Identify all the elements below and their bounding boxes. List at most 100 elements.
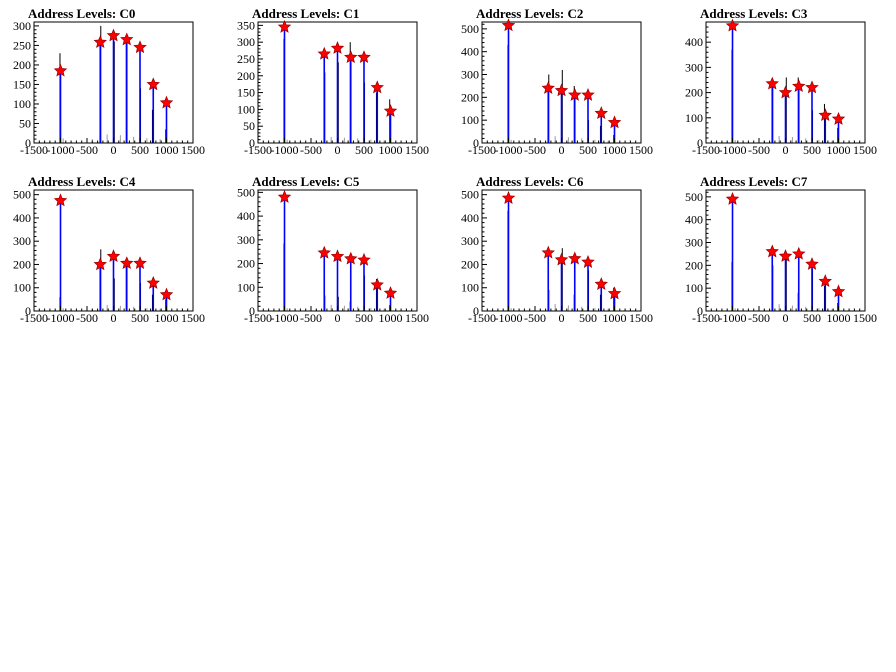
peak-marker	[778, 85, 793, 99]
peak-marker	[541, 245, 555, 259]
y-tick-label: 400	[237, 209, 255, 223]
y-tick-label: 300	[13, 234, 31, 248]
x-tick-label: -1500	[20, 143, 48, 157]
x-tick-label: -1000	[719, 143, 747, 157]
peak-marker	[805, 80, 819, 94]
y-tick-label: 150	[13, 77, 31, 91]
y-tick-label: 500	[461, 22, 479, 36]
x-tick-label: -500	[300, 311, 322, 325]
y-tick-label: 400	[13, 211, 31, 225]
chart-title: Address Levels: C3	[700, 6, 808, 21]
y-tick-label: 300	[685, 236, 703, 250]
y-tick-label: 200	[237, 69, 255, 83]
x-tick-label: 500	[803, 311, 821, 325]
x-tick-label: 500	[803, 143, 821, 157]
peak-marker	[317, 46, 331, 60]
x-tick-label: 1000	[155, 143, 179, 157]
x-tick-label: 1000	[379, 143, 403, 157]
y-tick-label: 300	[461, 234, 479, 248]
peak-marker	[357, 50, 371, 64]
x-tick-label: 500	[131, 143, 149, 157]
x-tick-label: -500	[76, 143, 98, 157]
x-tick-label: 1500	[853, 311, 877, 325]
peak-marker	[501, 190, 516, 204]
x-tick-label: -1500	[244, 311, 272, 325]
peak-marker	[818, 274, 832, 288]
chart-title: Address Levels: C1	[252, 6, 359, 21]
chart-title: Address Levels: C6	[476, 174, 584, 189]
x-tick-label: -1000	[271, 143, 299, 157]
x-tick-label: 500	[131, 311, 149, 325]
x-tick-label: 0	[783, 143, 789, 157]
peak-marker	[725, 191, 740, 205]
x-tick-label: 1500	[181, 311, 205, 325]
y-tick-label: 100	[13, 97, 31, 111]
chart-panel: Address Levels: C3 -1500-1000 -500 0 500 1000…	[685, 6, 877, 157]
x-tick-label: 500	[355, 311, 373, 325]
y-tick-label: 400	[461, 211, 479, 225]
peak-marker	[120, 256, 134, 270]
x-tick-label: 1500	[853, 143, 877, 157]
x-tick-label: -500	[300, 143, 322, 157]
chart-panel: Address Levels: C2-1500-1000 -500 0 500 1000…	[461, 6, 653, 157]
y-tick-label: 200	[685, 86, 703, 100]
y-tick-label: 300	[461, 68, 479, 82]
peak-marker	[370, 277, 384, 291]
y-tick-label: 300	[685, 60, 703, 74]
x-tick-label: 1000	[603, 143, 627, 157]
peak-marker	[357, 252, 371, 266]
x-tick-label: -1500	[692, 143, 720, 157]
x-tick-label: 1000	[603, 311, 627, 325]
peak-marker	[581, 254, 595, 268]
peak-marker	[133, 256, 147, 270]
y-tick-label: 0	[249, 136, 255, 150]
peak-marker	[805, 257, 819, 270]
peak-marker	[554, 83, 569, 97]
peak-marker	[146, 77, 160, 91]
y-tick-label: 400	[461, 45, 479, 59]
x-tick-label: -500	[748, 143, 770, 157]
x-tick-label: -1000	[495, 143, 523, 157]
peak-marker	[133, 40, 147, 54]
x-tick-label: -1500	[468, 143, 496, 157]
peak-marker	[831, 284, 846, 298]
y-tick-label: 400	[685, 213, 703, 227]
x-tick-label: 1500	[181, 143, 205, 157]
x-tick-label: 1000	[827, 143, 851, 157]
y-tick-label: 0	[473, 304, 479, 318]
peak-marker	[277, 189, 292, 203]
x-tick-label: 0	[783, 311, 789, 325]
x-tick-label: 0	[559, 311, 565, 325]
y-tick-label: 0	[25, 136, 31, 150]
x-tick-label: 500	[579, 311, 597, 325]
y-tick-label: 100	[685, 111, 703, 125]
chart-panel: Address Levels: C4-1500-1000 -500 0 500 1000…	[13, 174, 205, 325]
peak-marker	[330, 41, 345, 54]
chart-panel: Address Levels: C5-1500-1000 -500 0 500 1000…	[237, 174, 429, 325]
y-tick-label: 200	[461, 257, 479, 271]
peak-marker	[383, 103, 398, 117]
x-tick-label: 0	[111, 143, 117, 157]
x-tick-label: 1500	[629, 143, 653, 157]
x-tick-label: -1000	[719, 311, 747, 325]
x-tick-label: -1000	[47, 143, 75, 157]
y-tick-label: 100	[461, 113, 479, 127]
peak-marker	[778, 249, 793, 262]
peak-marker	[93, 257, 107, 271]
chart-panel: Address Levels: C0-1500-1000 -500 0 500 1000…	[13, 6, 205, 157]
y-tick-label: 100	[685, 281, 703, 295]
x-tick-label: 1000	[379, 311, 403, 325]
chart-title: Address Levels: C2	[476, 6, 583, 21]
y-tick-label: 250	[237, 52, 255, 66]
x-tick-label: 1000	[827, 311, 851, 325]
x-tick-label: -1000	[47, 311, 75, 325]
x-tick-label: -500	[524, 311, 546, 325]
y-tick-label: 300	[237, 35, 255, 49]
y-tick-label: 200	[237, 257, 255, 271]
peak-marker	[53, 63, 68, 77]
x-tick-label: -1500	[468, 311, 496, 325]
y-tick-label: 100	[461, 281, 479, 295]
peak-marker	[725, 18, 740, 32]
x-tick-label: -500	[76, 311, 98, 325]
